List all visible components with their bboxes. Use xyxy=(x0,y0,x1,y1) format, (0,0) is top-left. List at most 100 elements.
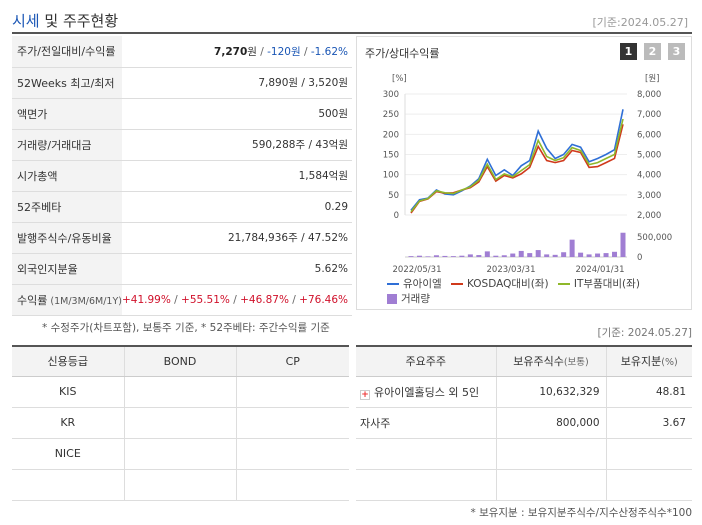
credit-cell xyxy=(235,376,349,408)
volume-bar xyxy=(620,232,626,257)
volume-bar xyxy=(416,255,422,257)
holder-ratio: 48.81 xyxy=(605,376,692,408)
y-right-tick: 5,000 xyxy=(637,151,661,161)
holders-date: [기준: 2024.05.27] xyxy=(597,327,692,339)
price-row: 시가총액 1,584억원 xyxy=(12,160,353,192)
vol-tick-bottom: 0 xyxy=(637,253,642,263)
y-left-unit: [%] xyxy=(392,74,407,84)
holder-name-cell xyxy=(356,438,496,470)
return-row-value: +41.99% / +55.51% / +46.87% / +76.46% xyxy=(121,284,353,316)
y-right-tick: 8,000 xyxy=(637,90,661,100)
chart-title: 주가/상대수익률 xyxy=(365,47,440,60)
holders-header-shares: 보유주식수(보통) xyxy=(495,346,606,377)
holder-shares: 10,632,329 xyxy=(495,376,606,408)
price-row-value: 500원 xyxy=(121,98,353,130)
credit-cell xyxy=(235,438,349,470)
price-rate: -1.62% xyxy=(310,45,349,58)
y-left-tick: 100 xyxy=(383,171,399,181)
price-row: 52주베타 0.29 xyxy=(12,191,353,223)
expand-plus-icon[interactable]: + xyxy=(360,389,370,400)
legend-stock-label: 유아이엘 xyxy=(403,277,442,290)
chart-tab-3[interactable]: 3 xyxy=(668,43,685,60)
legend-kosdaq[interactable]: KOSDAQ대비(좌) xyxy=(450,277,549,292)
credit-cell xyxy=(123,438,236,470)
credit-rating-table: 신용등급 BOND CP KIS KR NICE xyxy=(12,345,349,501)
section-title: 시세 및 주주현황 xyxy=(12,10,118,31)
return-sep: / xyxy=(288,293,300,306)
it-line xyxy=(410,118,624,213)
chart-tab-1[interactable]: 1 xyxy=(620,43,637,60)
price-unit: 원 xyxy=(247,45,257,58)
legend-volume-label: 거래량 xyxy=(401,292,430,305)
volume-bar xyxy=(561,252,567,257)
price-row-value: 21,784,936주 / 47.52% xyxy=(121,222,353,254)
volume-bar xyxy=(484,251,490,257)
volume-bar xyxy=(408,256,414,257)
y-right-tick: 3,000 xyxy=(637,191,661,201)
chart-tab-2[interactable]: 2 xyxy=(644,43,661,60)
section-title-main: 시세 xyxy=(12,12,40,30)
price-row-value: 1,584억원 xyxy=(121,160,353,192)
volume-bar xyxy=(603,253,609,257)
y-right-tick: 4,000 xyxy=(637,171,661,181)
credit-row xyxy=(12,469,349,501)
legend-it[interactable]: IT부품대비(좌) xyxy=(557,277,640,292)
section-header: 시세 및 주주현황 [기준:2024.05.27] xyxy=(12,8,692,34)
holder-row: 자사주 800,000 3.67 xyxy=(356,407,692,439)
y-right-unit: [원] xyxy=(645,74,659,84)
legend-stock[interactable]: 유아이엘 xyxy=(387,277,442,292)
price-row-value: 7,270원 / -120원 / -1.62% xyxy=(121,36,353,68)
credit-row: KIS xyxy=(12,376,349,408)
stock-line xyxy=(410,109,624,211)
y-right-tick: 6,000 xyxy=(637,130,661,140)
price-row: 주가/전일대비/수익률 7,270원 / -120원 / -1.62% xyxy=(12,36,353,68)
credit-cell xyxy=(235,407,349,439)
credit-cell: KR xyxy=(12,407,124,439)
volume-bar xyxy=(501,255,507,257)
reference-date: [기준:2024.05.27] xyxy=(592,16,688,29)
credit-cell xyxy=(123,407,236,439)
holder-shares: 800,000 xyxy=(495,407,606,439)
return-label: 수익률 xyxy=(17,293,48,307)
holders-header-shares-label: 보유주식수 xyxy=(513,355,564,369)
y-left-tick: 0 xyxy=(394,211,399,221)
volume-bar xyxy=(527,253,533,257)
section-title-rest: 및 주주현황 xyxy=(39,12,119,30)
volume-bar xyxy=(510,253,516,257)
price-row-value: 5.62% xyxy=(121,253,353,285)
y-left-tick: 300 xyxy=(383,90,399,100)
holder-row xyxy=(356,438,692,470)
current-price: 7,270 xyxy=(214,45,248,58)
return-periods: (1M/3M/6M/1Y) xyxy=(47,295,122,307)
return-row: 수익률 (1M/3M/6M/1Y) +41.99% / +55.51% / +46… xyxy=(12,284,353,316)
price-row-value: 590,288주 / 43억원 xyxy=(121,129,353,161)
holders-header-ratio: 보유지분(%) xyxy=(605,346,692,377)
price-note: * 수정주가(차트포함), 보통주 기준, * 52주베타: 주간수익률 기준 xyxy=(42,322,330,334)
legend-volume-swatch xyxy=(387,294,397,304)
credit-cell xyxy=(235,469,349,501)
credit-cell xyxy=(123,469,236,501)
legend-volume[interactable]: 거래량 xyxy=(387,292,430,307)
volume-bar xyxy=(467,254,473,257)
y-left-tick: 250 xyxy=(383,110,399,120)
return-r3: +46.87% xyxy=(240,293,289,306)
y-left-tick: 150 xyxy=(383,151,399,161)
credit-cell: KIS xyxy=(12,376,124,408)
credit-header-bond: BOND xyxy=(123,346,236,377)
holders-header-ratio-label: 보유지분 xyxy=(620,355,662,369)
price-sep: / xyxy=(256,45,268,58)
price-row-label: 주가/전일대비/수익률 xyxy=(12,36,122,68)
price-chart: [%] [원] 300 250 200 150 100 50 0 8,000 7,000 6,000 5… xyxy=(383,74,672,275)
legend-stock-swatch xyxy=(387,283,399,285)
volume-bar xyxy=(578,252,584,257)
holder-name: 자사주 xyxy=(360,416,391,430)
price-row-value: 0.29 xyxy=(121,191,353,223)
legend-kosdaq-label: KOSDAQ대비(좌) xyxy=(466,277,549,290)
holders-header-name: 주요주주 xyxy=(356,346,496,377)
price-row: 외국인지분율 5.62% xyxy=(12,253,353,285)
holder-name-cell xyxy=(356,469,496,501)
return-row-label: 수익률 (1M/3M/6M/1Y) xyxy=(12,284,122,316)
price-sep: / xyxy=(300,45,311,58)
holders-header-ratio-sub: (%) xyxy=(661,357,678,369)
price-row-label: 시가총액 xyxy=(12,160,122,192)
